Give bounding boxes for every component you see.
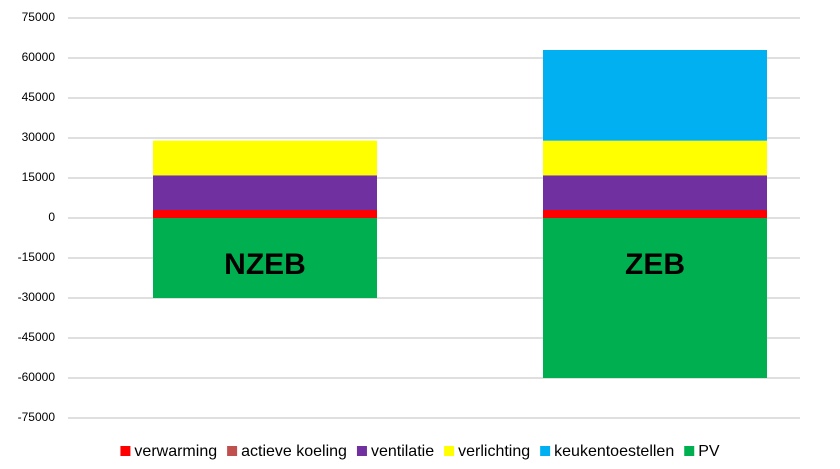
bar-segment [543, 175, 767, 210]
category-label: NZEB [224, 248, 306, 281]
legend-swatch [540, 446, 551, 456]
y-tick-label: 60000 [22, 50, 56, 64]
y-tick-label: -15000 [18, 250, 56, 264]
y-tick-label: 0 [48, 210, 55, 224]
legend-label: keukentoestellen [554, 443, 674, 460]
bar-segment [153, 218, 377, 298]
bar-segment [543, 140, 767, 176]
legend-label: actieve koeling [241, 443, 347, 460]
legend-label: ventilatie [371, 443, 434, 460]
bar-segment [543, 50, 767, 141]
y-tick-label: 75000 [22, 10, 56, 24]
y-tick-label: -45000 [18, 330, 56, 344]
category-label: ZEB [625, 248, 685, 281]
bar-segment [153, 210, 377, 218]
legend-label: PV [698, 443, 720, 460]
bar-segment [153, 140, 377, 176]
bar-segment [153, 175, 377, 210]
y-tick-label: -30000 [18, 290, 56, 304]
y-tick-label: 15000 [22, 170, 56, 184]
legend-swatch [356, 446, 367, 456]
legend-swatch [120, 446, 131, 456]
legend-label: verlichting [458, 443, 530, 460]
y-tick-label: -75000 [18, 410, 56, 424]
bar-segment [543, 210, 767, 218]
legend-swatch [227, 446, 238, 456]
legend-swatch [684, 446, 695, 456]
bar-segment [543, 218, 767, 378]
legend-swatch [444, 446, 455, 456]
y-tick-label: 45000 [22, 90, 56, 104]
legend-label: verwarming [134, 443, 217, 460]
y-tick-label: 30000 [22, 130, 56, 144]
y-tick-label: -60000 [18, 370, 56, 384]
